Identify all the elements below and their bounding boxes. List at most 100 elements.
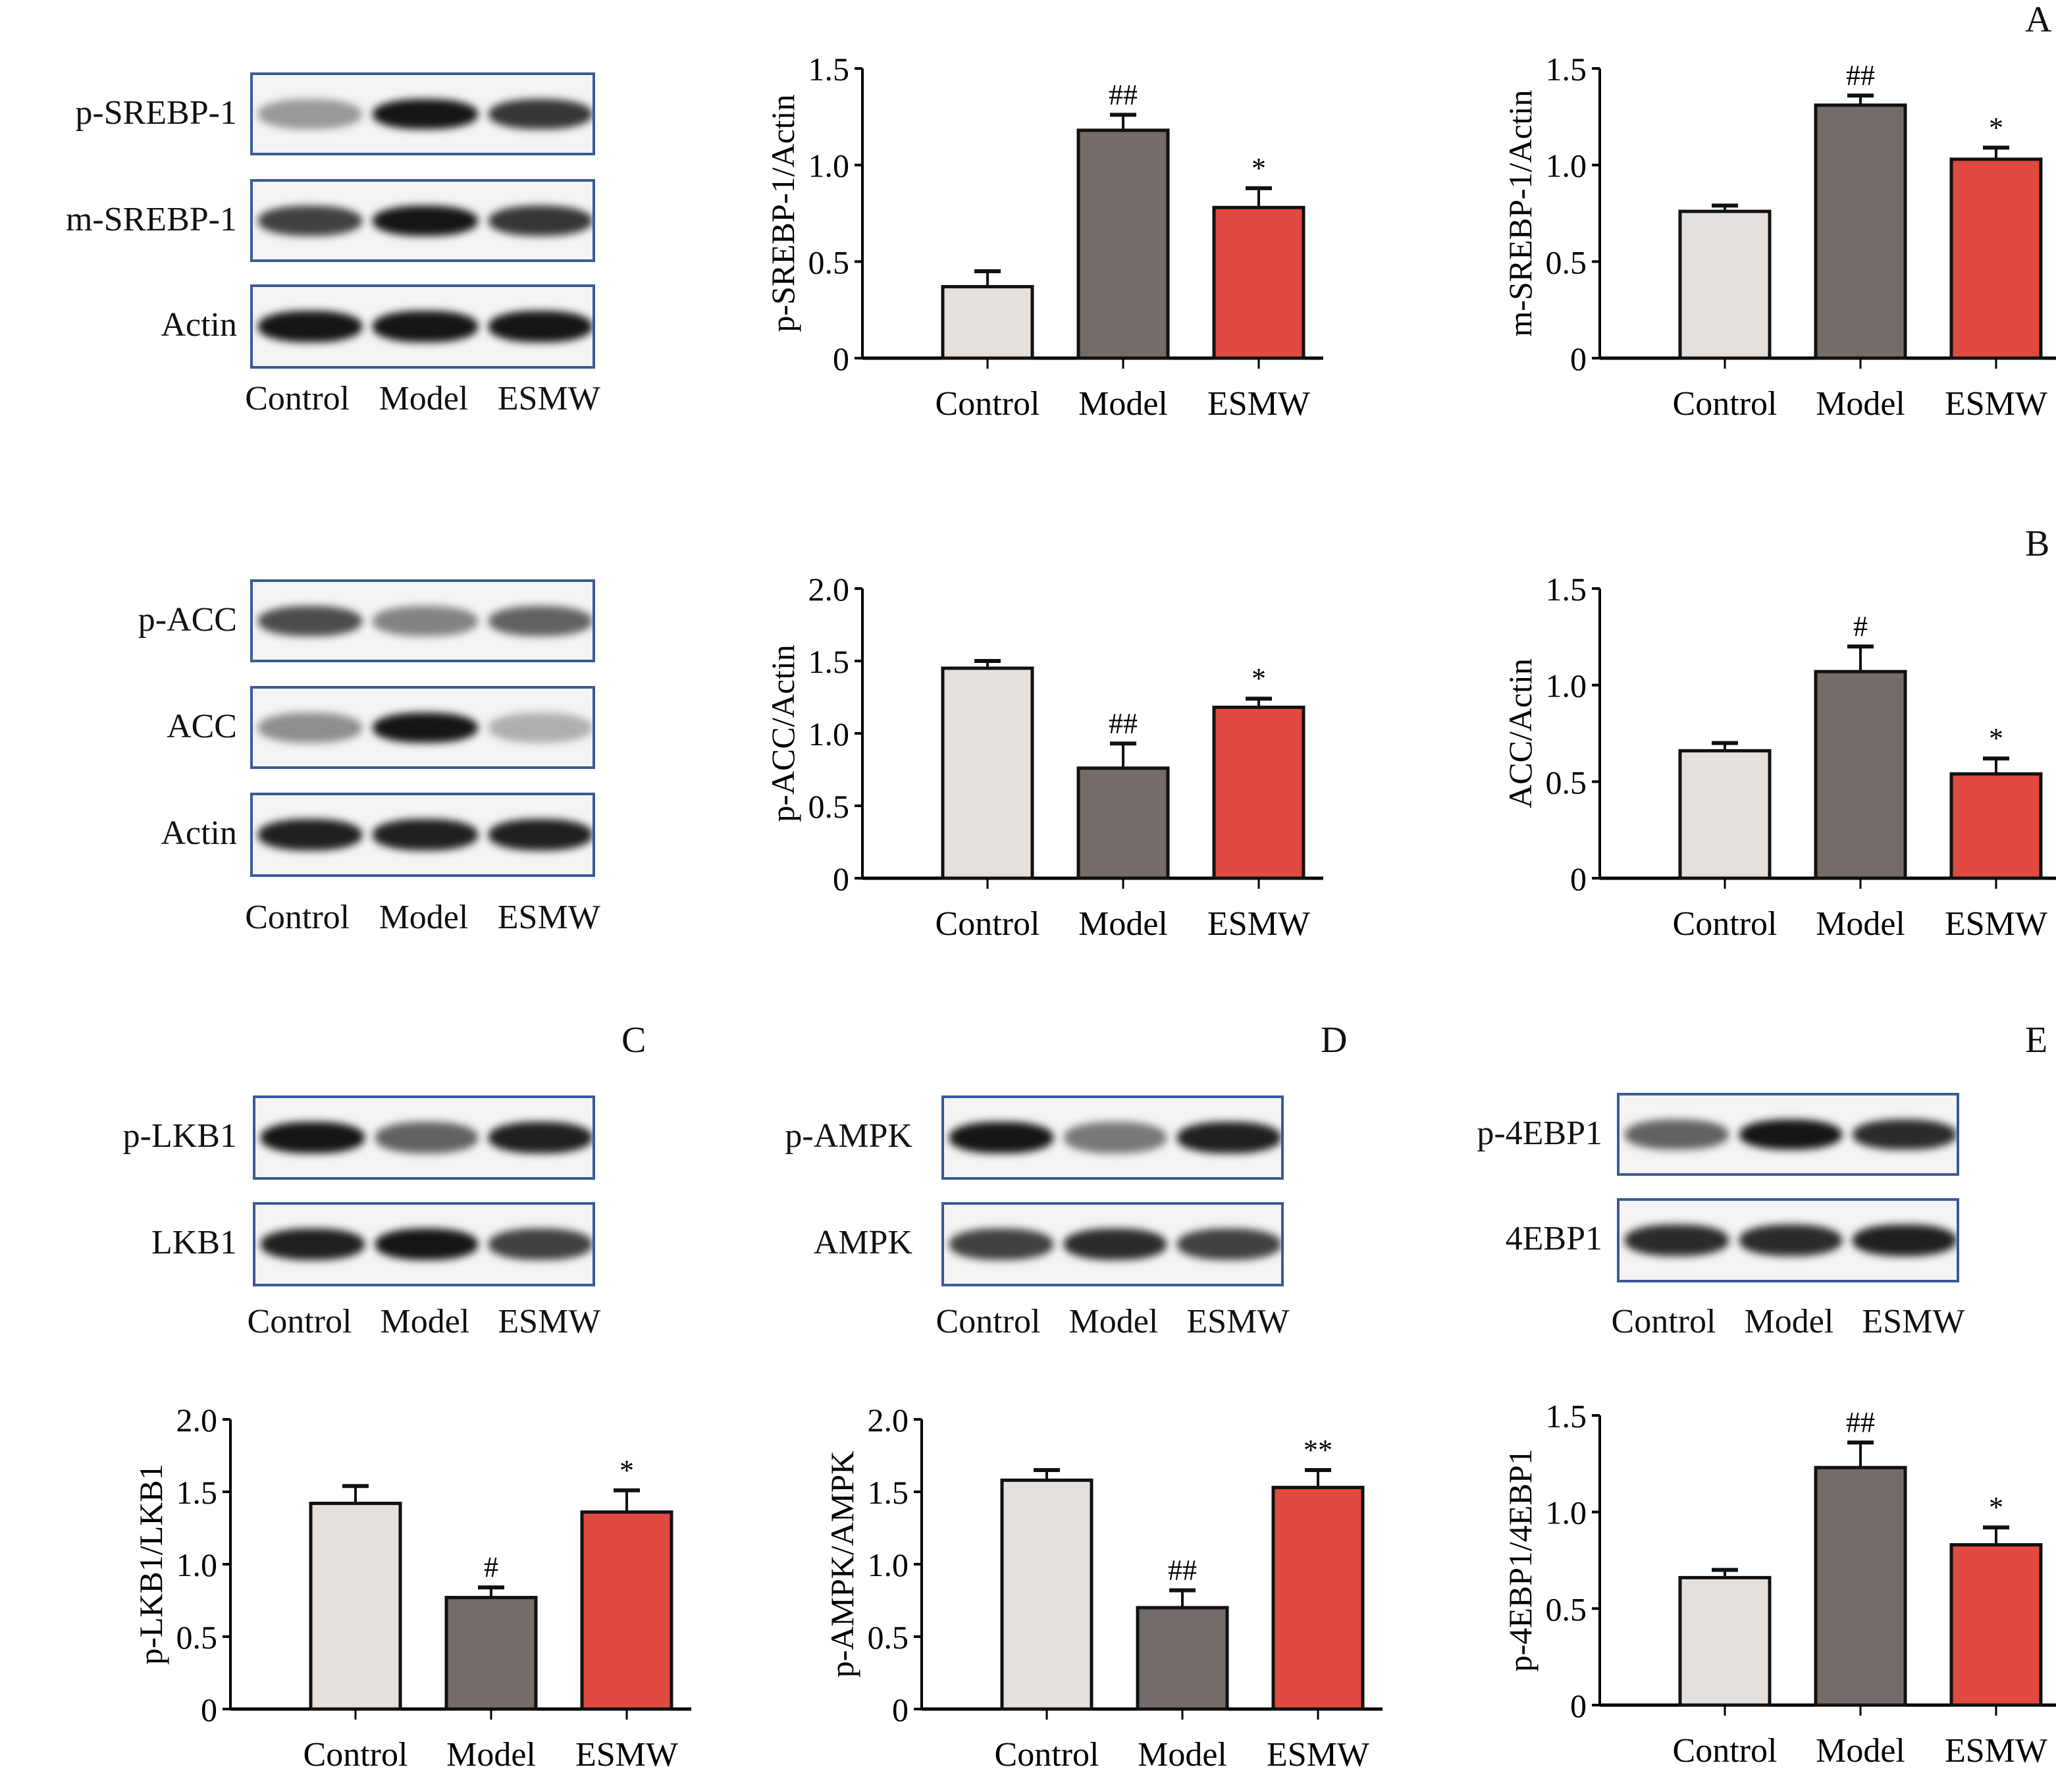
bar-model — [1814, 103, 1907, 360]
y-axis-label: p-LKB1/LKB1 — [132, 1463, 169, 1665]
bar-chart-6: 0 0.5 1.0 1.5 2.0p-AMPK/AMPK Control Model ## ES… — [824, 1402, 1383, 1774]
bar-control — [1678, 749, 1772, 880]
blot-label: Actin — [161, 814, 237, 852]
blot-label: p-SREBP-1 — [75, 93, 237, 131]
western-blot-p-lkb1 — [253, 1095, 595, 1180]
y-axis-label: ACC/Actin — [1502, 658, 1539, 808]
bar-chart-4: 0 0.5 1.0 1.5 ACC/Actin Control Model # ESMW * — [1502, 571, 2056, 943]
bar-esmw — [1212, 205, 1305, 360]
y-tick-label: 1.0 — [1546, 147, 1587, 184]
x-tick-label: Model — [1816, 1732, 1905, 1770]
blot-band — [488, 712, 593, 743]
blot-band — [373, 205, 478, 236]
y-tick-label: 2.0 — [808, 571, 850, 608]
western-blot-p-acc — [250, 579, 595, 662]
blot-label: p-LKB1 — [122, 1117, 237, 1155]
bar-esmw — [1949, 1543, 2043, 1707]
lane-label: Control — [936, 1302, 1041, 1340]
y-tick-label: 1.0 — [1546, 1494, 1587, 1531]
lane-label: Model — [379, 898, 469, 936]
y-tick-label: 0 — [201, 1691, 217, 1728]
western-blot-m-srebp-1 — [250, 179, 595, 262]
bar-model — [1076, 128, 1170, 360]
y-tick-label: 0 — [833, 340, 849, 377]
bar-model — [1814, 1465, 1907, 1707]
x-tick-label: ESMW — [1207, 905, 1310, 943]
bar-esmw — [1949, 157, 2043, 360]
y-tick-label: 1.5 — [176, 1474, 218, 1511]
significance-mark: ## — [1109, 78, 1138, 111]
y-tick-label: 1.5 — [1546, 571, 1587, 608]
y-tick-label: 1.0 — [868, 1546, 909, 1583]
x-tick-label: Model — [1078, 905, 1168, 943]
blot-band — [373, 712, 478, 743]
bar-chart-1: 0 0.5 1.0 1.5p-SREBP-1/Actin Control Model ## E… — [764, 51, 1323, 423]
blot-label: p-ACC — [138, 600, 237, 638]
blot-band — [258, 712, 363, 743]
blot-label: m-SREBP-1 — [65, 199, 237, 238]
blot-band — [488, 311, 593, 342]
significance-mark: ## — [1168, 1554, 1197, 1587]
y-axis-label: p-ACC/Actin — [764, 645, 801, 822]
lane-label: ESMW — [498, 1302, 601, 1340]
significance-mark: ## — [1846, 59, 1875, 92]
blot-band — [258, 311, 363, 342]
y-tick-label: 1.5 — [808, 643, 850, 680]
x-tick-label: ESMW — [1945, 385, 2047, 423]
y-tick-label: 1.0 — [808, 716, 850, 752]
x-tick-label: ESMW — [1945, 1732, 2047, 1770]
y-tick-label: 0 — [1570, 860, 1587, 897]
blot-band — [1739, 1225, 1843, 1256]
x-tick-label: ESMW — [1207, 385, 1310, 423]
y-tick-label: 1.5 — [868, 1474, 909, 1511]
lane-label: Control — [245, 898, 350, 936]
x-tick-label: Model — [1816, 385, 1905, 423]
significance-mark: ## — [1846, 1406, 1875, 1438]
bar-model — [1136, 1606, 1229, 1711]
x-tick-label: Control — [303, 1736, 408, 1774]
panel-letter-e: E — [2025, 1020, 2048, 1061]
blot-band — [1853, 1225, 1957, 1256]
blot-band — [1625, 1225, 1729, 1256]
panel-letter-a: A — [2025, 0, 2052, 41]
y-tick-label: 0.5 — [1546, 244, 1587, 280]
blot-band — [373, 98, 478, 130]
lane-label: Model — [380, 1302, 470, 1340]
blot-band — [373, 311, 478, 342]
blot-label: Actin — [161, 305, 237, 344]
blot-band — [375, 1122, 479, 1153]
x-tick-label: ESMW — [1267, 1736, 1369, 1774]
lane-labels: Control Model ESMW — [230, 898, 615, 937]
y-tick-label: 1.5 — [808, 51, 850, 88]
bar-control — [309, 1502, 402, 1711]
blot-label: AMPK — [813, 1223, 912, 1261]
x-tick-label: Model — [446, 1736, 536, 1774]
panel-letter-d: D — [1321, 1020, 1348, 1061]
x-tick-label: Control — [936, 905, 1040, 943]
y-tick-label: 1.0 — [176, 1546, 218, 1583]
x-tick-label: ESMW — [1945, 905, 2047, 943]
y-tick-label: 2.0 — [868, 1402, 909, 1438]
y-tick-label: 0 — [833, 860, 849, 897]
western-blot-p-4ebp1 — [1617, 1093, 1959, 1176]
western-blot-actin — [250, 793, 595, 877]
blot-band — [488, 98, 593, 130]
blot-band — [949, 1228, 1053, 1260]
lane-labels: Control Model ESMW — [233, 1302, 615, 1342]
lane-label: Model — [1068, 1302, 1159, 1340]
western-blot-4ebp1 — [1617, 1198, 1959, 1282]
bar-control — [941, 666, 1034, 880]
blot-band — [1063, 1228, 1167, 1260]
blot-band — [258, 98, 363, 130]
blot-band — [258, 605, 363, 637]
bar-esmw — [580, 1510, 673, 1711]
lane-label: ESMW — [1862, 1302, 1965, 1340]
significance-mark: # — [1853, 610, 1868, 643]
y-tick-label: 2.0 — [176, 1402, 218, 1438]
significance-mark: * — [1989, 111, 2003, 144]
western-blot-p-ampk — [941, 1095, 1284, 1180]
lane-label: Model — [1744, 1302, 1834, 1340]
bar-esmw — [1949, 772, 2043, 880]
y-tick-label: 0 — [1570, 340, 1587, 377]
blot-band — [488, 819, 593, 851]
